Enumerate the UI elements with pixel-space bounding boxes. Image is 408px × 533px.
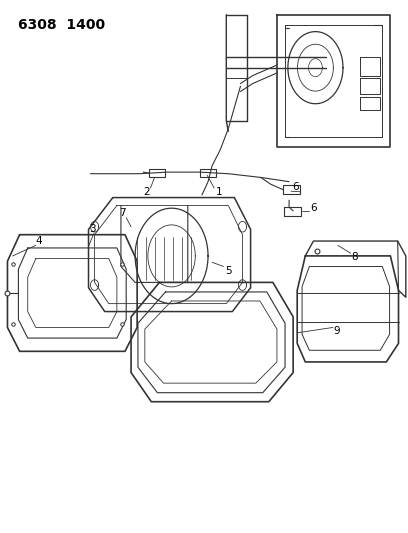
Text: 2: 2 xyxy=(143,187,150,197)
Text: 8: 8 xyxy=(351,252,358,262)
FancyBboxPatch shape xyxy=(149,169,165,177)
Text: 3: 3 xyxy=(89,224,96,235)
FancyBboxPatch shape xyxy=(283,185,300,195)
Text: 6: 6 xyxy=(292,182,299,192)
Text: 6: 6 xyxy=(310,203,317,213)
Text: 4: 4 xyxy=(35,236,42,246)
Text: 9: 9 xyxy=(334,326,340,336)
Text: 7: 7 xyxy=(119,208,125,219)
FancyBboxPatch shape xyxy=(200,169,216,177)
FancyBboxPatch shape xyxy=(284,207,301,216)
Text: 5: 5 xyxy=(225,266,232,276)
Text: 6308  1400: 6308 1400 xyxy=(18,18,105,33)
Text: 1: 1 xyxy=(216,187,223,197)
